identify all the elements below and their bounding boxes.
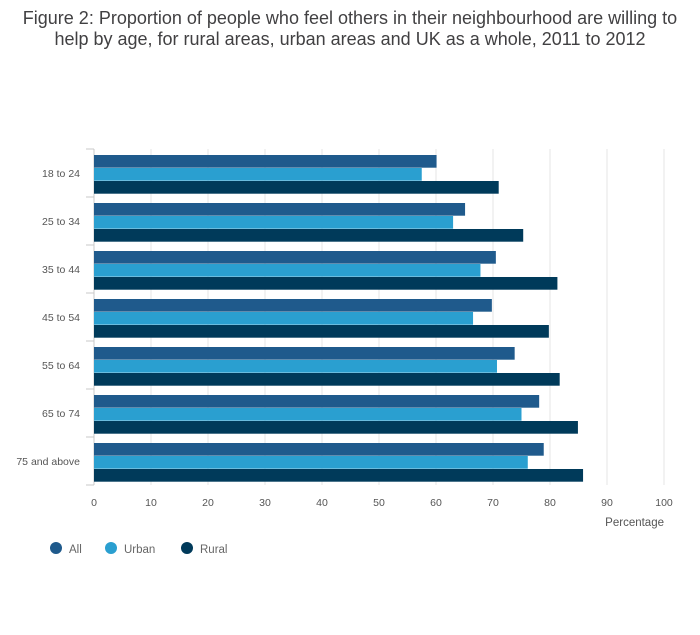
y-tick-label: 25 to 34 [42,216,80,228]
bar-all-75-and-above[interactable] [94,443,544,456]
x-tick-label: 50 [373,497,385,509]
x-tick-label: 60 [430,497,442,509]
x-tick-label: 70 [487,497,499,509]
bar-urban-75-and-above[interactable] [94,456,528,469]
bar-all-55-to-64[interactable] [94,347,515,360]
x-tick-label: 100 [655,497,673,509]
bar-rural-55-to-64[interactable] [94,373,560,386]
x-tick-label: 80 [544,497,556,509]
legend-label-rural[interactable]: Rural [200,544,227,556]
legend: All Urban Rural [50,542,227,556]
y-tick-label: 35 to 44 [42,264,80,276]
bar-all-18-to-24[interactable] [94,155,437,168]
axes [86,148,95,486]
y-tick-label: 55 to 64 [42,360,80,372]
x-tick-label: 10 [145,497,157,509]
x-tick-label: 90 [601,497,613,509]
chart-title: Figure 2: Proportion of people who feel … [22,8,678,49]
legend-swatch-all[interactable] [50,542,62,554]
bar-all-35-to-44[interactable] [94,251,496,264]
bar-all-45-to-54[interactable] [94,299,492,312]
x-tick-label: 30 [259,497,271,509]
legend-label-all[interactable]: All [69,544,82,556]
legend-swatch-urban[interactable] [105,542,117,554]
bar-rural-18-to-24[interactable] [94,181,499,194]
y-tick-label: 18 to 24 [42,168,80,180]
bar-urban-45-to-54[interactable] [94,312,474,325]
bar-urban-65-to-74[interactable] [94,408,522,421]
bar-rural-75-and-above[interactable] [94,469,584,482]
bar-urban-35-to-44[interactable] [94,264,481,277]
legend-label-urban[interactable]: Urban [124,544,155,556]
y-tick-label: 75 and above [16,456,80,468]
x-tick-label: 40 [316,497,328,509]
bar-all-25-to-34[interactable] [94,203,466,216]
bar-urban-55-to-64[interactable] [94,360,497,373]
bar-rural-25-to-34[interactable] [94,229,524,242]
bar-all-65-to-74[interactable] [94,395,540,408]
x-axis-label: Percentage [605,517,664,529]
bar-rural-45-to-54[interactable] [94,325,549,338]
bar-rural-65-to-74[interactable] [94,421,578,434]
bar-rural-35-to-44[interactable] [94,277,558,290]
x-tick-label: 20 [202,497,214,509]
x-tick-label: 0 [91,497,97,509]
legend-swatch-rural[interactable] [181,542,193,554]
tick-labels: 18 to 24 25 to 34 35 to 44 45 to 54 55 to 64… [16,168,673,509]
y-tick-label: 65 to 74 [42,408,80,420]
bar-urban-18-to-24[interactable] [94,168,422,181]
bars [94,155,584,482]
y-tick-label: 45 to 54 [42,312,80,324]
bar-urban-25-to-34[interactable] [94,216,454,229]
